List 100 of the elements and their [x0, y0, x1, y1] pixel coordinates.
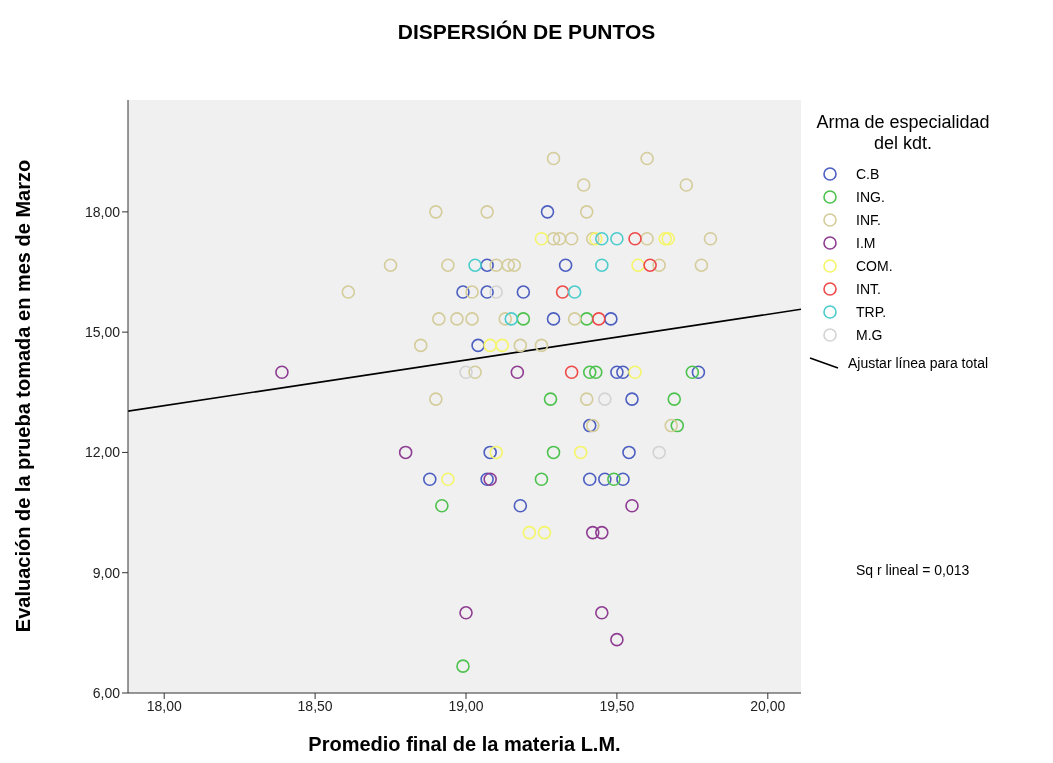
point: [616, 472, 630, 487]
point: [573, 445, 588, 460]
point: [546, 151, 561, 166]
y-tick-label: 6,00: [92, 684, 121, 701]
point: [483, 445, 497, 460]
point: [398, 445, 413, 460]
legend-label: ING.: [856, 188, 885, 205]
point: [534, 338, 549, 353]
point: [616, 365, 630, 380]
point: [498, 312, 513, 326]
point: [546, 445, 561, 460]
point: [622, 445, 636, 460]
point: [522, 525, 537, 540]
point: [582, 472, 597, 487]
point: [489, 258, 503, 272]
point: [670, 418, 685, 433]
point: [664, 418, 679, 433]
point: [465, 312, 479, 326]
point: [413, 338, 428, 353]
point: [465, 285, 479, 299]
point: [679, 178, 694, 192]
point: [625, 392, 639, 406]
point: [610, 632, 624, 647]
legend-label: M.G: [856, 326, 883, 343]
y-tick-label: 9,00: [92, 564, 121, 581]
point: [507, 258, 522, 272]
point: [504, 312, 519, 326]
legend-label: TRP.: [856, 303, 887, 320]
point: [459, 606, 473, 620]
point: [435, 498, 449, 513]
point: [441, 472, 455, 487]
point: [579, 312, 594, 326]
point: [456, 659, 470, 673]
point: [579, 392, 594, 406]
point: [567, 285, 582, 299]
point: [429, 392, 443, 406]
point: [643, 258, 657, 272]
point: [625, 498, 639, 513]
point: [489, 445, 503, 460]
point: [585, 525, 600, 540]
legend-label: COM.: [856, 257, 893, 274]
point: [652, 445, 666, 460]
point: [658, 231, 672, 246]
point: [534, 231, 549, 246]
point: [495, 338, 510, 353]
point: [510, 365, 525, 380]
point: [667, 392, 682, 406]
point: [513, 338, 528, 353]
point: [441, 258, 455, 272]
point: [564, 365, 579, 380]
point: [694, 258, 709, 272]
point: [595, 525, 609, 540]
x-tick-label: 20,00: [750, 697, 786, 714]
point: [516, 285, 531, 299]
point: [631, 258, 645, 272]
y-tick-label: 18,00: [84, 203, 121, 220]
point: [685, 365, 700, 380]
point: [640, 231, 654, 246]
legend-label: C.B: [856, 165, 880, 182]
point: [537, 525, 552, 540]
point: [576, 178, 591, 192]
point: [450, 312, 464, 326]
point: [513, 498, 528, 513]
legend-title: Arma de especialidad del kdt.: [815, 112, 991, 154]
point: [501, 258, 516, 272]
point: [480, 285, 494, 299]
x-tick-label: 19,50: [599, 697, 635, 714]
point: [489, 285, 503, 299]
y-axis-title: Evaluación de la prueba tomada en mes de Marzo: [11, 158, 35, 635]
x-tick-label: 19,00: [448, 697, 484, 714]
point: [558, 258, 573, 272]
x-tick-label: 18,50: [297, 697, 333, 714]
point: [595, 231, 609, 246]
point: [383, 258, 398, 272]
point: [661, 231, 676, 246]
point: [456, 285, 470, 299]
legend-label: INT.: [856, 280, 881, 297]
text: Sq r lineal = 0,013: [856, 562, 970, 578]
point: [604, 312, 618, 326]
point: [468, 365, 482, 380]
point: [595, 258, 609, 272]
point: [598, 472, 612, 487]
x-axis-title: Promedio final de la materia L.M.: [307, 733, 622, 756]
point: [516, 312, 531, 326]
point: [691, 365, 706, 380]
point: [598, 392, 612, 406]
point: [432, 312, 446, 326]
point: [480, 258, 494, 272]
point: [275, 365, 289, 380]
point: [341, 285, 356, 299]
point: [480, 205, 494, 219]
point: [582, 365, 597, 380]
point: [546, 231, 561, 246]
point: [652, 258, 666, 272]
point: [468, 258, 482, 272]
point: [471, 338, 485, 353]
legend-label: I.M: [856, 234, 876, 251]
point: [567, 312, 582, 326]
chart-title: DISPERSIÓN DE PUNTOS: [396, 20, 657, 44]
point: [592, 312, 606, 326]
